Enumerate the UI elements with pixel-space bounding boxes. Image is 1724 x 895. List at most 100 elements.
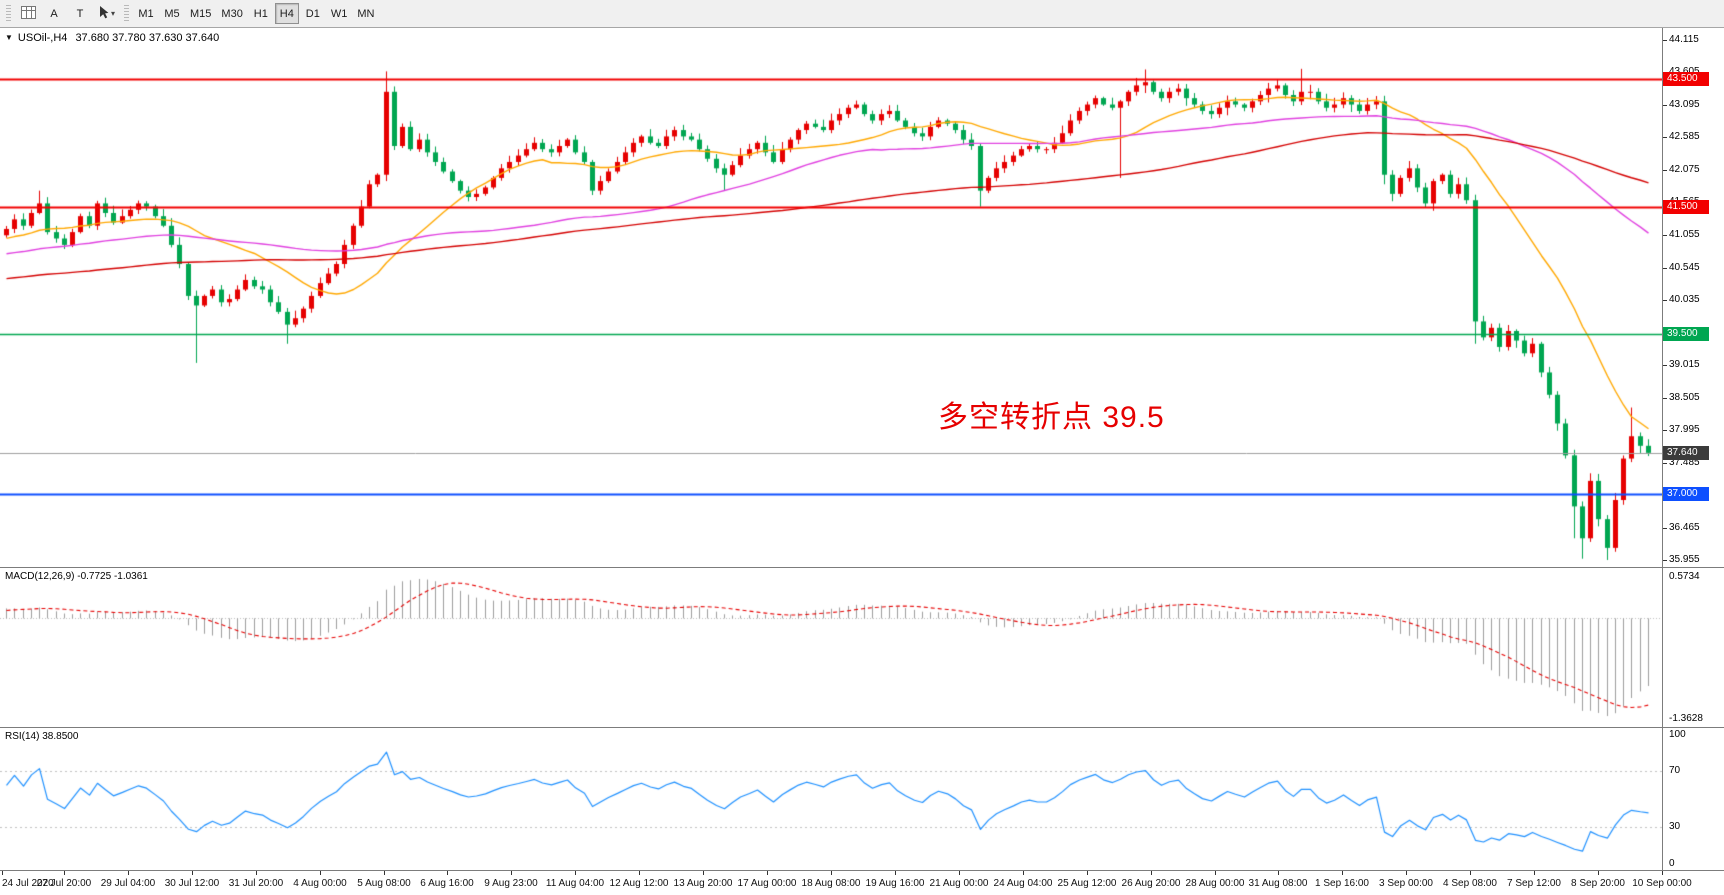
rsi-axis-label: 30 bbox=[1669, 821, 1681, 832]
time-tick-mark bbox=[1215, 871, 1216, 875]
label-tool-button[interactable]: T bbox=[68, 3, 92, 24]
time-tick-label: 21 Aug 00:00 bbox=[929, 878, 989, 889]
time-tick-label: 12 Aug 12:00 bbox=[609, 878, 669, 889]
price-tick-label: 40.545 bbox=[1669, 261, 1700, 273]
time-tick-mark bbox=[320, 871, 321, 875]
time-tick-label: 18 Aug 08:00 bbox=[801, 878, 861, 889]
chevron-down-icon: ▾ bbox=[111, 9, 116, 18]
price-tick-mark bbox=[1663, 560, 1667, 561]
chart-grid-icon-button[interactable] bbox=[16, 3, 40, 24]
time-tick-label: 24 Aug 04:00 bbox=[993, 878, 1053, 889]
price-tick-mark bbox=[1663, 365, 1667, 366]
time-tick-mark bbox=[575, 871, 576, 875]
cursor-tool-button[interactable]: ▾ bbox=[94, 3, 119, 24]
time-tick-label: 8 Sep 20:00 bbox=[1571, 878, 1625, 889]
time-tick-label: 28 Aug 00:00 bbox=[1185, 878, 1245, 889]
rsi-axis-label: 70 bbox=[1669, 765, 1681, 776]
price-tick-mark bbox=[1663, 40, 1667, 41]
price-tick-label: 39.015 bbox=[1669, 359, 1700, 371]
price-tick-label: 43.095 bbox=[1669, 98, 1700, 110]
time-tick-label: 25 Aug 12:00 bbox=[1057, 878, 1117, 889]
price-tick-mark bbox=[1663, 137, 1667, 138]
macd-canvas[interactable] bbox=[0, 568, 1662, 727]
time-tick-mark bbox=[64, 871, 65, 875]
time-tick-mark bbox=[192, 871, 193, 875]
price-tick-label: 44.115 bbox=[1669, 33, 1699, 45]
price-tick-mark bbox=[1663, 430, 1667, 431]
time-tick-label: 5 Aug 08:00 bbox=[357, 878, 411, 889]
price-tick-label: 40.035 bbox=[1669, 294, 1700, 306]
price-level-badge[interactable]: 37.000 bbox=[1663, 486, 1709, 501]
time-tick-label: 30 Jul 12:00 bbox=[164, 878, 220, 889]
price-tick-label: 35.955 bbox=[1669, 554, 1700, 566]
time-tick-mark bbox=[1151, 871, 1152, 875]
time-tick-label: 6 Aug 16:00 bbox=[420, 878, 474, 889]
price-tick-label: 43.605 bbox=[1669, 66, 1700, 77]
price-axis[interactable]: 44.11543.60543.09542.58542.07541.56541.0… bbox=[1662, 28, 1724, 567]
ohlc-values: 37.680 37.780 37.630 37.640 bbox=[75, 32, 220, 44]
time-tick-mark bbox=[384, 871, 385, 875]
price-level-badge[interactable]: 43.500 bbox=[1663, 72, 1709, 87]
rsi-axis-label: 0 bbox=[1669, 858, 1675, 869]
price-tick-label: 41.055 bbox=[1669, 228, 1700, 240]
time-tick-mark bbox=[1406, 871, 1407, 875]
rsi-canvas[interactable] bbox=[0, 728, 1662, 870]
price-level-badge[interactable]: 39.500 bbox=[1663, 327, 1709, 342]
price-tick-label: 37.485 bbox=[1669, 456, 1700, 468]
time-tick-label: 27 Jul 20:00 bbox=[36, 878, 92, 889]
time-tick-mark bbox=[1470, 871, 1471, 875]
timeframe-m5-button[interactable]: M5 bbox=[160, 3, 184, 24]
time-tick-label: 11 Aug 04:00 bbox=[545, 878, 605, 889]
cursor-icon bbox=[98, 5, 109, 22]
price-tick-mark bbox=[1663, 170, 1667, 171]
price-tick-label: 38.505 bbox=[1669, 391, 1700, 403]
rsi-label: RSI(14) 38.8500 bbox=[5, 731, 79, 742]
time-tick-label: 4 Sep 08:00 bbox=[1443, 878, 1497, 889]
time-tick-label: 3 Sep 00:00 bbox=[1379, 878, 1433, 889]
timeframe-h1-button[interactable]: H1 bbox=[249, 3, 273, 24]
time-tick-mark bbox=[1342, 871, 1343, 875]
text-tool-button[interactable]: A bbox=[42, 3, 66, 24]
macd-label: MACD(12,26,9) -0.7725 -1.0361 bbox=[5, 571, 148, 582]
price-tick-mark bbox=[1663, 235, 1667, 236]
timeframe-d1-button[interactable]: D1 bbox=[301, 3, 325, 24]
price-tick-label: 42.075 bbox=[1669, 163, 1700, 175]
price-tick-mark bbox=[1663, 528, 1667, 529]
annotation-text[interactable]: 多空转折点 39.5 bbox=[938, 401, 1165, 434]
price-tick-mark bbox=[1663, 398, 1667, 399]
time-tick-mark bbox=[895, 871, 896, 875]
time-tick-label: 31 Jul 20:00 bbox=[228, 878, 284, 889]
symbol-period-label: USOil-,H4 bbox=[17, 32, 68, 44]
macd-axis-label: 0.5734 bbox=[1669, 571, 1700, 582]
rsi-axis[interactable]: 100 70 30 0 bbox=[1662, 728, 1724, 870]
time-tick-label: 13 Aug 20:00 bbox=[673, 878, 733, 889]
chart-info-label: ▼ USOil-,H4 37.680 37.780 37.630 37.640 bbox=[5, 32, 219, 44]
time-tick-label: 1 Sep 16:00 bbox=[1315, 878, 1369, 889]
current-price-badge: 37.640 bbox=[1663, 445, 1709, 460]
time-tick-label: 4 Aug 00:00 bbox=[293, 878, 347, 889]
timeframe-mn-button[interactable]: MN bbox=[353, 3, 378, 24]
time-tick-mark bbox=[959, 871, 960, 875]
time-tick-mark bbox=[703, 871, 704, 875]
collapse-triangle-icon[interactable]: ▼ bbox=[5, 33, 13, 42]
price-tick-label: 36.465 bbox=[1669, 521, 1700, 533]
chart-grid-icon bbox=[20, 5, 36, 22]
time-tick-mark bbox=[128, 871, 129, 875]
time-tick-mark bbox=[1087, 871, 1088, 875]
time-tick-label: 10 Sep 00:00 bbox=[1632, 878, 1692, 889]
time-axis[interactable]: 24 Jul 2020 27 Jul 20:00 29 Jul 04:00 30 Ju… bbox=[0, 871, 1724, 895]
rsi-panel: RSI(14) 38.8500 100 70 30 0 bbox=[0, 728, 1724, 871]
toolbar-grip[interactable] bbox=[6, 4, 11, 23]
price-tick-mark bbox=[1663, 300, 1667, 301]
macd-axis[interactable]: 0.5734 -1.3628 bbox=[1662, 568, 1724, 727]
toolbar-grip-2[interactable] bbox=[124, 4, 130, 23]
timeframe-m30-button[interactable]: M30 bbox=[217, 3, 246, 24]
time-tick-label: 9 Aug 23:00 bbox=[484, 878, 538, 889]
price-chart-canvas[interactable] bbox=[0, 28, 1662, 567]
timeframe-h4-button[interactable]: H4 bbox=[274, 3, 299, 24]
timeframe-m15-button[interactable]: M15 bbox=[186, 3, 215, 24]
timeframe-w1-button[interactable]: W1 bbox=[327, 3, 352, 24]
timeframe-m1-button[interactable]: M1 bbox=[134, 3, 158, 24]
price-level-badge[interactable]: 41.500 bbox=[1663, 199, 1709, 214]
time-tick-mark bbox=[831, 871, 832, 875]
